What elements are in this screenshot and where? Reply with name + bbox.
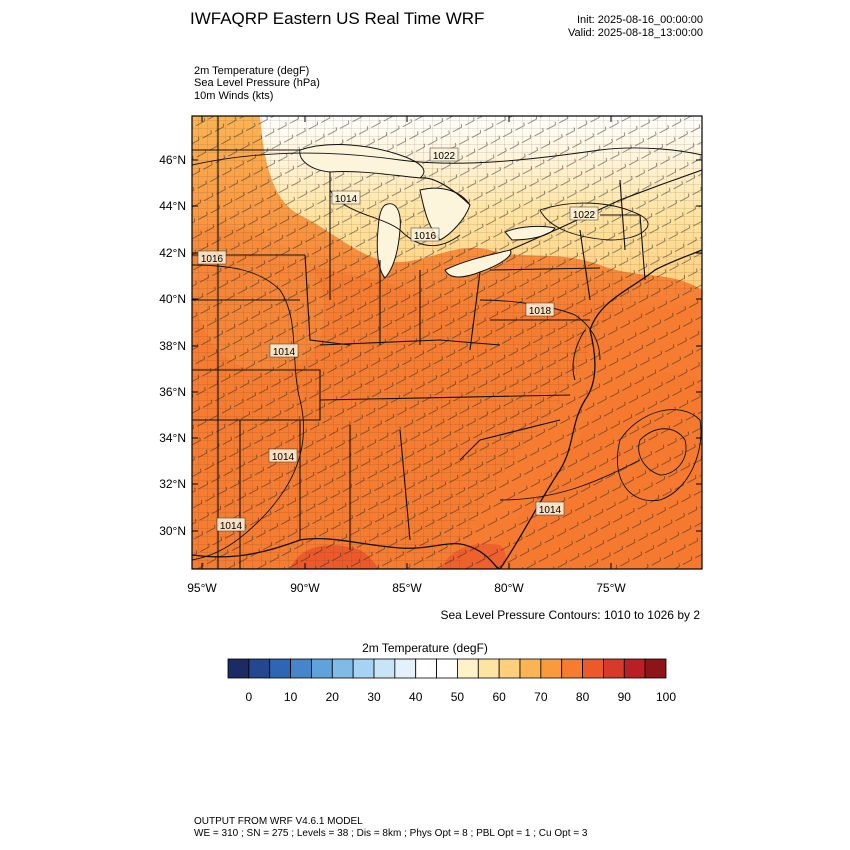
pressure-label-box: [269, 343, 299, 358]
pressure-label: 1016: [201, 254, 224, 265]
colorbar-swatch: [457, 658, 479, 679]
wind-barbs: [192, 116, 702, 569]
colorbar-swatch: [311, 658, 333, 679]
colorbar-swatch: [394, 658, 417, 679]
lat-tick-label: 36°N: [159, 385, 186, 399]
pressure-label: 1014: [220, 521, 243, 532]
pressure-label-box: [429, 147, 459, 162]
lon-tick-label: 80°W: [494, 581, 524, 595]
pressure-label-box: [535, 501, 565, 516]
colorbar-tick-label: 80: [576, 690, 590, 704]
pressure-label: 1014: [272, 452, 295, 463]
colorbar-swatch: [352, 658, 375, 679]
colorbar-tick-label: 60: [492, 690, 506, 704]
great-lakes: [299, 144, 556, 279]
colorbar-swatch: [436, 658, 458, 679]
colorbar-swatch: [290, 658, 312, 679]
colorbar-tick-label: 30: [367, 690, 381, 704]
colorbar-swatch: [603, 658, 625, 679]
colorbar-tick-label: 70: [534, 690, 548, 704]
chesapeake-bay: [572, 329, 586, 381]
colorbar-swatch: [561, 658, 583, 679]
colorbar-title: 2m Temperature (degF): [362, 641, 488, 655]
colorbar-swatch: [582, 658, 604, 679]
colorbar-swatch: [540, 658, 563, 679]
coastline: [192, 249, 702, 569]
pressure-label-box: [331, 190, 361, 205]
pressure-label-box: [197, 250, 227, 265]
colorbar-tick-label: 40: [409, 690, 423, 704]
colorbar-tick-label: 0: [246, 690, 253, 704]
colorbar-tick-label: 50: [451, 690, 465, 704]
lat-tick-label: 42°N: [159, 246, 186, 260]
colorbar-tick-label: 100: [656, 690, 676, 704]
pressure-label-box: [410, 227, 440, 242]
colorbar-swatch: [498, 658, 521, 679]
lat-tick-label: 46°N: [159, 153, 186, 167]
lake-erie: [444, 249, 512, 278]
lake-michigan: [376, 203, 401, 279]
colorbar-swatch: [519, 658, 542, 679]
lon-tick-label: 95°W: [187, 581, 217, 595]
contour-note: Sea Level Pressure Contours: 1010 to 102…: [440, 608, 701, 622]
footer-config: WE = 310 ; SN = 275 ; Levels = 38 ; Dis …: [194, 828, 588, 839]
lat-tick-label: 38°N: [159, 339, 186, 353]
pressure-label-box: [525, 302, 555, 317]
lake-ontario: [504, 225, 556, 241]
colorbar-swatch: [623, 658, 646, 679]
colorbar-swatch: [248, 658, 271, 679]
pressure-label: 1018: [529, 306, 552, 317]
colorbar-labels: 0 10 20 30 40 50 60 70 80 90 100: [246, 690, 677, 704]
pressure-label: 1014: [539, 505, 562, 516]
lat-tick-label: 44°N: [159, 199, 186, 213]
colorbar-tick-label: 10: [284, 690, 298, 704]
pressure-label: 1022: [573, 210, 596, 221]
international-border: [192, 149, 702, 251]
lat-tick-label: 34°N: [159, 431, 186, 445]
colorbar-swatch: [477, 658, 500, 679]
colorbar-tick-label: 90: [618, 690, 632, 704]
pressure-label: 1016: [414, 231, 437, 242]
field-label-temperature: 2m Temperature (degF): [194, 65, 310, 77]
pressure-label-box: [569, 206, 599, 221]
colorbar-swatch: [269, 658, 291, 679]
pressure-contours: [192, 147, 702, 561]
lat-tick-label: 32°N: [159, 477, 186, 491]
valid-time: Valid: 2025-08-18_13:00:00: [568, 27, 703, 39]
init-time: Init: 2025-08-16_00:00:00: [577, 14, 703, 26]
pressure-label: 1014: [335, 194, 358, 205]
map-frame: [191, 115, 703, 570]
pressure-label-box: [268, 448, 298, 463]
colorbar-swatch: [644, 658, 667, 679]
lat-tick-label: 40°N: [159, 292, 186, 306]
lon-tick-label: 85°W: [392, 581, 422, 595]
state-boundaries: [192, 116, 646, 569]
lon-tick-label: 75°W: [596, 581, 626, 595]
latitude-axis: 46°N 44°N 42°N 40°N 38°N 36°N 34°N 32°N 30°N: [159, 153, 702, 538]
pressure-labels: 1022 1014 1016 1022 1016 1018 1014 1014 1014 1014: [197, 147, 599, 532]
pressure-label: 1014: [273, 347, 296, 358]
colorbar-swatch: [373, 658, 396, 679]
lon-tick-label: 90°W: [290, 581, 320, 595]
pressure-label-box: [216, 517, 246, 532]
lat-tick-label: 30°N: [159, 524, 186, 538]
map-title: IWFAQRP Eastern US Real Time WRF: [190, 9, 485, 28]
lake-huron: [419, 187, 471, 241]
pressure-label: 1022: [433, 151, 456, 162]
colorbar-swatch: [227, 658, 250, 679]
field-label-pressure: Sea Level Pressure (hPa): [194, 77, 320, 89]
field-label-winds: 10m Winds (kts): [194, 90, 274, 102]
colorbar-swatch: [331, 658, 354, 679]
footer-model: OUTPUT FROM WRF V4.6.1 MODEL: [194, 816, 363, 827]
longitude-axis: 95°W 90°W 85°W 80°W 75°W: [187, 116, 626, 595]
colorbar-tick-label: 20: [326, 690, 340, 704]
colorbar-swatch: [415, 658, 437, 679]
colorbar: [227, 658, 667, 679]
